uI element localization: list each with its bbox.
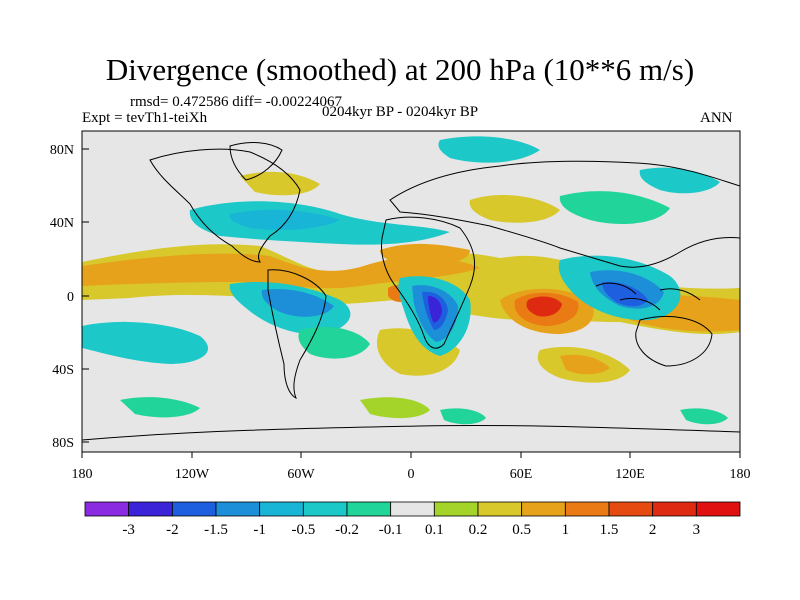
colorbar-label: -3 <box>122 522 135 538</box>
lon-label: 180 <box>72 467 93 482</box>
period-label: 0204kyr BP - 0204kyr BP <box>322 104 479 120</box>
lon-label: 60E <box>510 467 533 482</box>
contour-negative <box>602 281 648 307</box>
contour-negative <box>559 191 670 224</box>
colorbar-label: -0.1 <box>379 522 403 538</box>
colorbar-swatch <box>302 501 348 517</box>
colorbar-swatch <box>215 501 261 517</box>
colorbar-swatch <box>477 501 523 517</box>
stats-line: rmsd= 0.472586 diff= -0.00224067 <box>130 94 343 110</box>
coastlines <box>82 142 740 441</box>
colorbar-label: -1 <box>253 522 266 538</box>
lon-label: 60W <box>287 467 315 482</box>
lon-axis: 180 120W 60W 0 60E 120E 180 <box>72 452 751 482</box>
coastline-maritime-continent <box>595 282 701 311</box>
contour-negative <box>229 209 340 230</box>
colorbar-swatch <box>433 501 479 517</box>
coastline-antarctica <box>82 424 740 441</box>
colorbar-label: -2 <box>166 522 179 538</box>
map-title: Divergence (smoothed) at 200 hPa (10**6 … <box>105 52 695 87</box>
colorbar-label: 1 <box>562 522 570 538</box>
colorbar-label: -0.5 <box>291 522 315 538</box>
contour-negative <box>360 397 430 419</box>
contour-positive <box>469 195 560 223</box>
colorbar-swatch <box>390 501 435 517</box>
contour-negative <box>440 408 486 425</box>
lat-axis: 80N 40N 0 40S 80S <box>50 143 89 451</box>
contour-negative <box>438 136 540 163</box>
colorbar-swatch <box>346 501 392 517</box>
colorbar-swatch <box>695 501 741 517</box>
contour-negative <box>120 397 200 418</box>
colorbar-label: 3 <box>693 522 701 538</box>
colorbar-swatch <box>171 501 217 517</box>
colorbar-swatch <box>521 501 566 517</box>
colorbar-swatch <box>128 501 173 517</box>
experiment-label: Expt = tevTh1-teiXh <box>82 110 208 126</box>
contour-negative <box>428 296 442 323</box>
contour-positive <box>526 296 562 317</box>
coastline-north-america <box>149 148 301 263</box>
colorbar-label: 0.5 <box>512 522 531 538</box>
lon-label: 0 <box>408 467 415 482</box>
lat-label: 80N <box>50 143 74 158</box>
contour-positive <box>380 243 470 267</box>
colorbar-swatch <box>84 501 130 517</box>
lat-label: 80S <box>52 436 74 451</box>
coastline-africa <box>381 216 476 349</box>
colorbar-swatch <box>652 501 697 517</box>
coastline-eurasia <box>389 160 740 268</box>
colorbar-swatch <box>608 501 654 517</box>
lat-label: 40N <box>50 216 74 231</box>
contour-positive <box>82 253 480 289</box>
lon-label: 120E <box>615 467 645 482</box>
lon-label: 120W <box>175 467 210 482</box>
colorbar-label: 2 <box>649 522 657 538</box>
colorbar-label: 0.1 <box>425 522 444 538</box>
contour-negative <box>82 321 209 364</box>
coastline-australia <box>635 315 713 367</box>
colorbar-label: -0.2 <box>335 522 359 538</box>
lat-label: 0 <box>67 290 74 305</box>
colorbar: -3 -2 -1.5 -1 -0.5 -0.2 -0.1 0.1 0.2 0.5 1 1.5 2 3 <box>84 501 741 538</box>
colorbar-label: -1.5 <box>204 522 228 538</box>
contour-negative <box>261 288 334 317</box>
season-label: ANN <box>700 110 733 126</box>
contour-negative <box>298 326 370 359</box>
lat-label: 40S <box>52 363 74 378</box>
colorbar-swatch <box>564 501 610 517</box>
colorbar-label: 1.5 <box>600 522 619 538</box>
coastline-south-america <box>267 269 327 400</box>
colorbar-label: 0.2 <box>469 522 488 538</box>
contour-positive <box>560 354 610 375</box>
coastline-greenland <box>229 142 283 181</box>
colorbar-swatch <box>259 501 304 517</box>
contour-negative <box>680 408 728 425</box>
lon-label: 180 <box>730 467 751 482</box>
